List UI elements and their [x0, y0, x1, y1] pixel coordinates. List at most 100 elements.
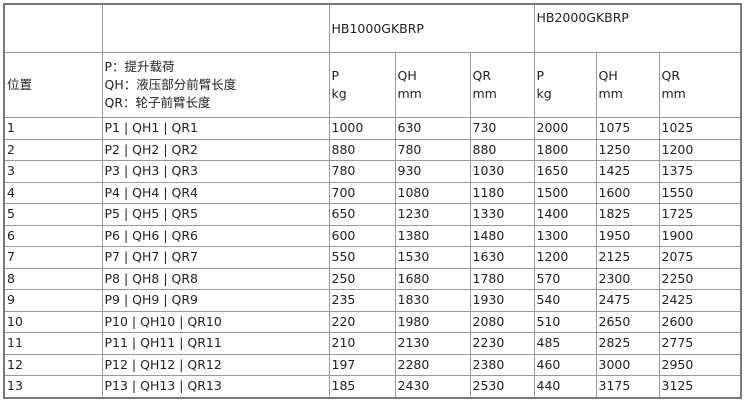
table-cell: 570 — [533, 267, 597, 290]
header-empty — [101, 3, 330, 53]
table-cell: 540 — [533, 289, 597, 312]
table-cell: 880 — [328, 138, 396, 161]
table-cell: P11 | QH11 | QR11 — [101, 332, 330, 355]
table-cell: 1980 — [394, 310, 471, 333]
table-cell: 2125 — [595, 246, 660, 269]
table-cell: 197 — [328, 353, 396, 376]
table-cell: 11 — [3, 332, 103, 355]
table-cell: 1075 — [595, 117, 660, 140]
table-cell: 2250 — [658, 267, 742, 290]
table-cell: 3125 — [658, 375, 742, 398]
table-cell: 630 — [394, 117, 471, 140]
table-cell: 1180 — [469, 181, 535, 204]
table-cell: 1500 — [533, 181, 597, 204]
table-cell: 485 — [533, 332, 597, 355]
table-cell: 2775 — [658, 332, 742, 355]
unit-header: QH mm — [595, 52, 660, 118]
table-cell: 600 — [328, 224, 396, 247]
table-row: 10 P10 | QH10 | QR10 220 1980 2080 510 2650 260… — [3, 310, 742, 333]
legend-qh: QH：液压部分前臂长度 — [104, 77, 237, 92]
position-header: 位置 — [3, 52, 103, 118]
table-cell: 2130 — [394, 332, 471, 355]
table-cell: 700 — [328, 181, 396, 204]
table-cell: 1425 — [595, 160, 660, 183]
model-header-hb2000: HB2000GKBRP — [533, 3, 742, 53]
table-cell: 6 — [3, 224, 103, 247]
table-cell: P3 | QH3 | QR3 — [101, 160, 330, 183]
table-cell: P1 | QH1 | QR1 — [101, 117, 330, 140]
table-cell: 1230 — [394, 203, 471, 226]
table-cell: 4 — [3, 181, 103, 204]
table-cell: 1825 — [595, 203, 660, 226]
table-cell: 9 — [3, 289, 103, 312]
unit-header: QR mm — [658, 52, 742, 118]
table-row: 3 P3 | QH3 | QR3 780 930 1030 1650 1425 1375 — [3, 160, 742, 183]
table-cell: 1000 — [328, 117, 396, 140]
table-cell: 1600 — [595, 181, 660, 204]
table-cell: 1780 — [469, 267, 535, 290]
table-cell: 2280 — [394, 353, 471, 376]
table-cell: 3000 — [595, 353, 660, 376]
table-cell: 2000 — [533, 117, 597, 140]
table-cell: 1530 — [394, 246, 471, 269]
table-cell: 880 — [469, 138, 535, 161]
table-cell: P5 | QH5 | QR5 — [101, 203, 330, 226]
table-cell: 1550 — [658, 181, 742, 204]
unit-header: QR mm — [469, 52, 535, 118]
table-cell: 5 — [3, 203, 103, 226]
table-cell: 13 — [3, 375, 103, 398]
table-cell: P4 | QH4 | QR4 — [101, 181, 330, 204]
table-cell: 1725 — [658, 203, 742, 226]
table-cell: 1830 — [394, 289, 471, 312]
table-cell: 1030 — [469, 160, 535, 183]
table-row: 8 P8 | QH8 | QR8 250 1680 1780 570 2300 2250 — [3, 267, 742, 290]
table-cell: 210 — [328, 332, 396, 355]
table-cell: 1250 — [595, 138, 660, 161]
table-cell: 730 — [469, 117, 535, 140]
table-cell: 1900 — [658, 224, 742, 247]
table-cell: 1630 — [469, 246, 535, 269]
table-cell: P13 | QH13 | QR13 — [101, 375, 330, 398]
table-row: 2 P2 | QH2 | QR2 880 780 880 1800 1250 1200 — [3, 138, 742, 161]
table-cell: 185 — [328, 375, 396, 398]
table-cell: 780 — [394, 138, 471, 161]
table-cell: P12 | QH12 | QR12 — [101, 353, 330, 376]
table-cell: 2300 — [595, 267, 660, 290]
table-cell: 2230 — [469, 332, 535, 355]
table-cell: 2530 — [469, 375, 535, 398]
table-cell: P10 | QH10 | QR10 — [101, 310, 330, 333]
table-cell: 2600 — [658, 310, 742, 333]
table-cell: 10 — [3, 310, 103, 333]
table-row: 1 P1 | QH1 | QR1 1000 630 730 2000 1075 1025 — [3, 117, 742, 140]
table-cell: 1330 — [469, 203, 535, 226]
table-cell: 550 — [328, 246, 396, 269]
table-row: 5 P5 | QH5 | QR5 650 1230 1330 1400 1825 1725 — [3, 203, 742, 226]
table-cell: 650 — [328, 203, 396, 226]
table-cell: 1650 — [533, 160, 597, 183]
table-cell: 2075 — [658, 246, 742, 269]
table-cell: 440 — [533, 375, 597, 398]
table-cell: 1200 — [658, 138, 742, 161]
table-row: 13 P13 | QH13 | QR13 185 2430 2530 440 3175 312… — [3, 375, 742, 398]
table-cell: 1930 — [469, 289, 535, 312]
legend-cell: P：提升载荷 QH：液压部分前臂长度 QR：轮子前臂长度 — [101, 52, 330, 118]
table-cell: 2 — [3, 138, 103, 161]
table-cell: P7 | QH7 | QR7 — [101, 246, 330, 269]
table-row: 7 P7 | QH7 | QR7 550 1530 1630 1200 2125 2075 — [3, 246, 742, 269]
table-cell: 1680 — [394, 267, 471, 290]
table-row: 11 P11 | QH11 | QR11 210 2130 2230 485 2825 277… — [3, 332, 742, 355]
table-cell: 930 — [394, 160, 471, 183]
legend-qr: QR：轮子前臂长度 — [104, 95, 211, 110]
table-cell: 250 — [328, 267, 396, 290]
table-cell: 220 — [328, 310, 396, 333]
table-cell: P6 | QH6 | QR6 — [101, 224, 330, 247]
table-cell: 1025 — [658, 117, 742, 140]
unit-header: QH mm — [394, 52, 471, 118]
table-cell: 2425 — [658, 289, 742, 312]
table-cell: 1800 — [533, 138, 597, 161]
table-cell: P2 | QH2 | QR2 — [101, 138, 330, 161]
table-cell: P8 | QH8 | QR8 — [101, 267, 330, 290]
header-row-models: HB1000GKBRP HB2000GKBRP — [3, 3, 742, 53]
table-cell: 3175 — [595, 375, 660, 398]
